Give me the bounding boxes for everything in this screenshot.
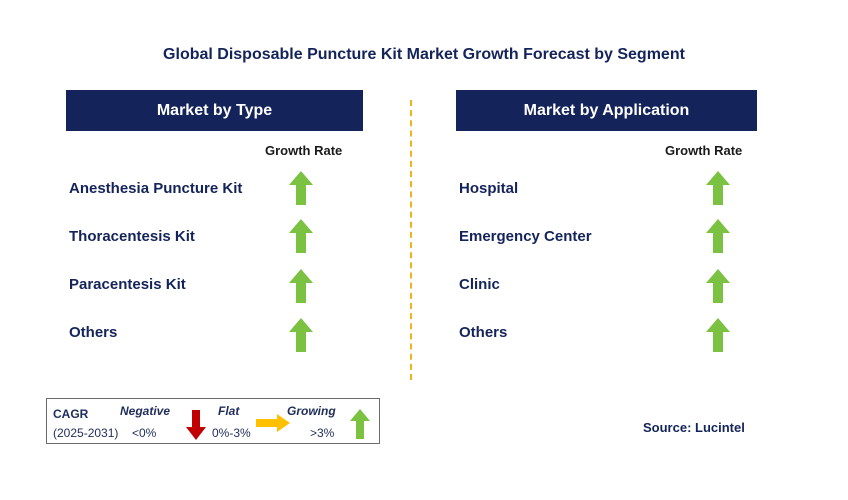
growing-arrow-icon (289, 171, 313, 205)
page-title: Global Disposable Puncture Kit Market Gr… (163, 46, 685, 63)
legend-cagr-label: CAGR (53, 407, 89, 421)
growing-arrow-icon (706, 269, 730, 303)
type-item-label: Others (69, 324, 118, 341)
application-growth-rate-header: Growth Rate (665, 143, 743, 158)
panel-divider (410, 100, 412, 380)
type-item-label: Anesthesia Puncture Kit (69, 180, 243, 197)
legend-growing-label: Growing (287, 404, 336, 418)
growing-arrow-icon (289, 318, 313, 352)
type-growth-rate-header: Growth Rate (265, 143, 343, 158)
type-item-label: Paracentesis Kit (69, 276, 186, 293)
application-item-label: Hospital (459, 180, 519, 197)
legend-flat-label: Flat (218, 404, 240, 418)
legend-negative-range: <0% (132, 426, 157, 440)
growing-arrow-icon (289, 219, 313, 253)
legend-period: (2025-2031) (53, 426, 119, 440)
negative-arrow-icon (186, 410, 206, 440)
growing-arrow-icon (289, 269, 313, 303)
growing-arrow-icon (350, 409, 370, 439)
application-item-label: Emergency Center (459, 228, 592, 245)
type-panel-header: Market by Type (66, 90, 363, 131)
flat-arrow-icon (256, 414, 290, 432)
legend-growing-range: >3% (310, 426, 335, 440)
source-credit: Source: Lucintel (643, 420, 745, 435)
growing-arrow-icon (706, 318, 730, 352)
legend-negative-label: Negative (120, 404, 171, 418)
growing-arrow-icon (706, 171, 730, 205)
application-item-label: Clinic (459, 276, 500, 293)
application-panel-header: Market by Application (456, 90, 757, 131)
legend-flat-range: 0%-3% (212, 426, 251, 440)
application-item-label: Others (459, 324, 508, 341)
growing-arrow-icon (706, 219, 730, 253)
type-item-label: Thoracentesis Kit (69, 228, 195, 245)
cagr-legend: CAGR (2025-2031) Negative <0% Flat 0%-3%… (46, 398, 380, 444)
